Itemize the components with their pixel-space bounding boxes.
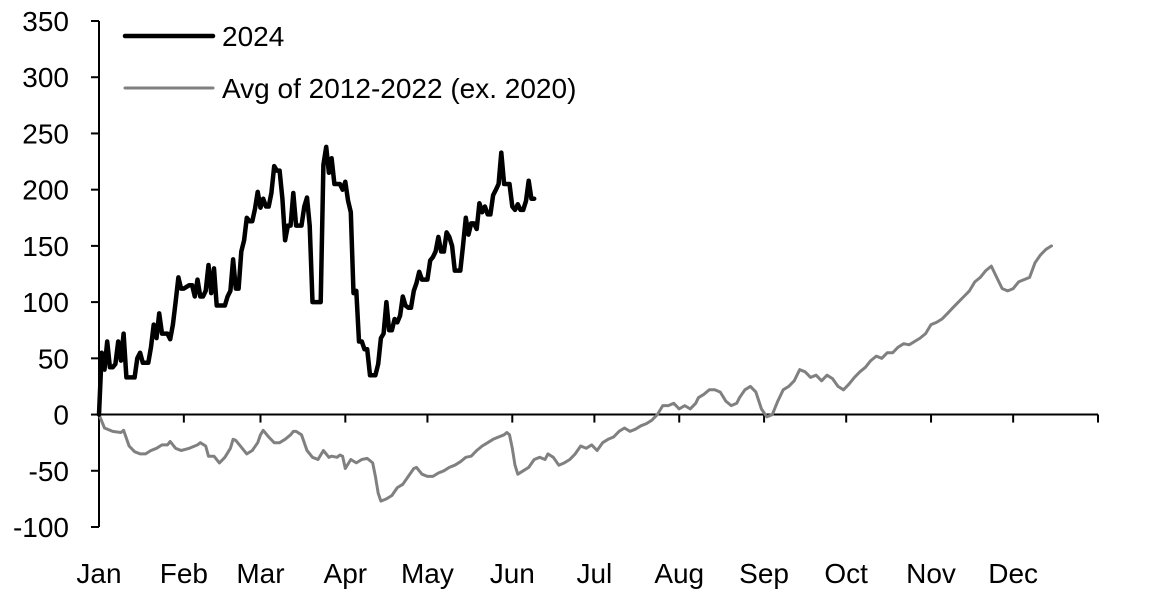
legend: 2024 Avg of 2012-2022 (ex. 2020): [122, 21, 576, 104]
x-tick-label: Nov: [906, 558, 956, 589]
series-line-avg: [97, 244, 1053, 503]
x-tick-label: Sep: [739, 558, 789, 589]
x-tick-label: Apr: [324, 558, 368, 589]
y-tick-label: 250: [22, 118, 69, 149]
legend-label: Avg of 2012-2022 (ex. 2020): [222, 73, 576, 104]
x-tick-label: Jan: [76, 558, 121, 589]
series-lines: [96, 144, 1053, 503]
y-tick-label: 50: [38, 343, 69, 374]
x-tick-label: Mar: [236, 558, 284, 589]
y-tick-label: 200: [22, 175, 69, 206]
y-tick-label: -50: [29, 456, 69, 487]
x-tick-label: May: [401, 558, 454, 589]
y-tick-label: 150: [22, 231, 69, 262]
x-tick-label: Jun: [490, 558, 535, 589]
y-tick-label: 0: [53, 400, 69, 431]
y-tick-label: 300: [22, 62, 69, 93]
x-tick-label: Oct: [824, 558, 868, 589]
x-tick-label: Jul: [576, 558, 612, 589]
legend-label: 2024: [222, 21, 284, 52]
x-tick-label: Feb: [160, 558, 208, 589]
x-tick-label: Aug: [654, 558, 704, 589]
x-tick-label: Dec: [988, 558, 1038, 589]
y-tick-label: -100: [13, 512, 69, 543]
y-tick-label: 100: [22, 287, 69, 318]
series-line-2024: [96, 144, 537, 417]
y-tick-label: 350: [22, 6, 69, 37]
